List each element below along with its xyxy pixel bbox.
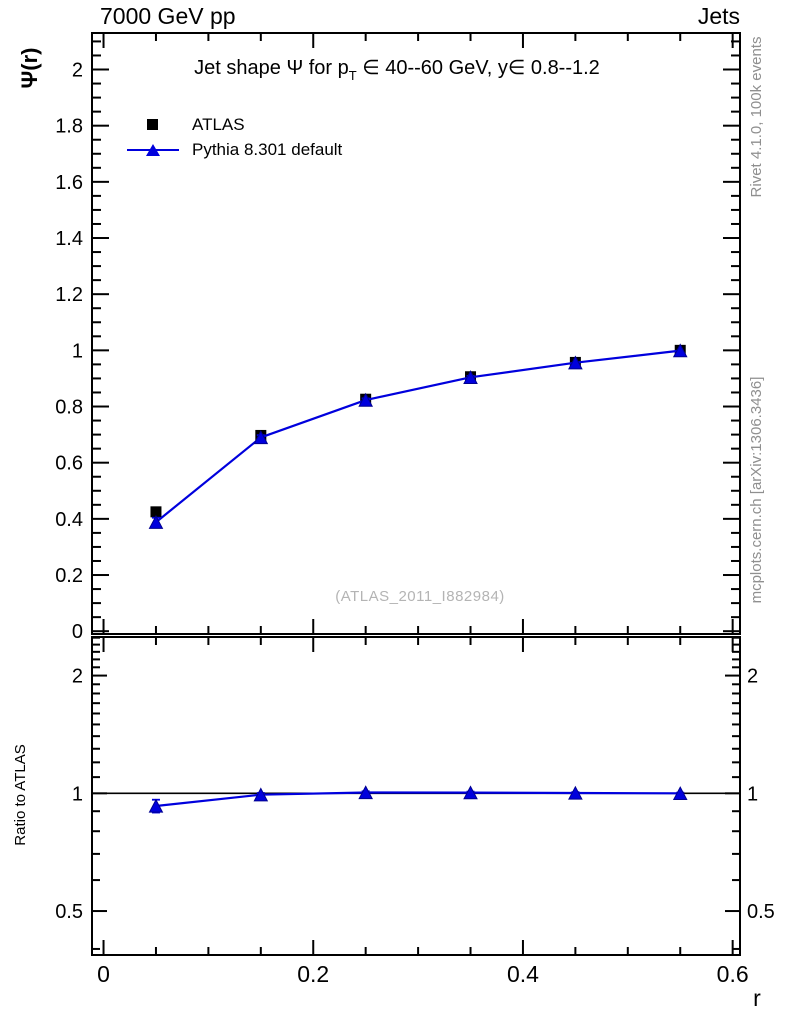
y-tick-label-main: 0 (72, 621, 83, 643)
pythia-line (155, 349, 681, 524)
plot-title-suffix: ∈ 40--60 GeV, y∈ 0.8--1.2 (356, 57, 600, 79)
ratio-data-point (253, 787, 269, 802)
x-tick-label: 0 (97, 961, 110, 987)
beam-energy-label: 7000 GeV pp (100, 3, 236, 29)
ratio-data-point (568, 785, 583, 800)
ratio-data-point (672, 786, 688, 800)
pythia-line-marker-icon (127, 143, 179, 156)
y-tick-label-main: 1 (72, 340, 83, 362)
pythia-data-point (148, 514, 164, 529)
analysis-id-watermark: (ATLAS_2011_I882984) (335, 588, 505, 605)
y-tick-label-ratio-left: 1 (72, 783, 83, 805)
y-tick-label-main: 0.4 (55, 509, 83, 531)
atlas-data-point (150, 506, 162, 518)
atlas-square-marker-icon (147, 119, 158, 130)
y-tick-label-ratio-right: 0.5 (747, 901, 775, 923)
plot-title-prefix: Jet shape Ψ for p (194, 57, 349, 79)
ratio-data-point (148, 798, 164, 813)
pythia-data-point (463, 370, 478, 384)
y-tick-label-main: 1.8 (55, 116, 83, 138)
pythia-triangle-marker-icon (146, 143, 160, 156)
ratio-line (155, 791, 681, 808)
main-panel-frame (91, 32, 741, 635)
plot-title: Jet shape Ψ for pT ∈ 40--60 GeV, y∈ 0.8-… (82, 56, 712, 88)
y-tick-label-main: 1.2 (55, 284, 83, 306)
y-tick-label-ratio-left: 2 (72, 666, 83, 688)
x-tick-label: 0.4 (507, 961, 539, 987)
y-tick-label-main: 0.2 (55, 565, 83, 587)
y-tick-label-main: 1.4 (55, 228, 83, 250)
y-tick-label-main: 1.6 (55, 172, 83, 194)
pythia-data-point (568, 355, 583, 370)
legend-item-atlas: ATLAS (147, 116, 245, 133)
y-tick-label-ratio-right: 1 (747, 783, 758, 805)
x-tick-label: 0.2 (297, 961, 329, 987)
y-tick-label-main: 0.6 (55, 453, 83, 475)
y-tick-label-ratio-right: 2 (747, 666, 758, 688)
y-tick-label-main: 0.8 (55, 397, 83, 419)
plot-title-subscript: T (348, 68, 357, 83)
ratio-panel-frame (91, 636, 741, 956)
y-tick-label-main: 2 (72, 60, 83, 82)
ratio-data-point (358, 785, 373, 800)
pythia-data-point (672, 343, 688, 358)
legend-item-pythia: Pythia 8.301 default (127, 141, 342, 158)
analysis-group-label: Jets (697, 3, 740, 29)
x-tick-label: 0.6 (717, 961, 749, 987)
pythia-data-point (253, 430, 269, 445)
legend-label-atlas: ATLAS (192, 115, 245, 134)
x-axis-title: r (753, 985, 761, 1011)
legend-label-pythia: Pythia 8.301 default (192, 140, 343, 159)
pythia-data-point (358, 392, 373, 407)
ratio-data-point (463, 785, 478, 800)
y-tick-label-ratio-left: 0.5 (55, 901, 83, 923)
